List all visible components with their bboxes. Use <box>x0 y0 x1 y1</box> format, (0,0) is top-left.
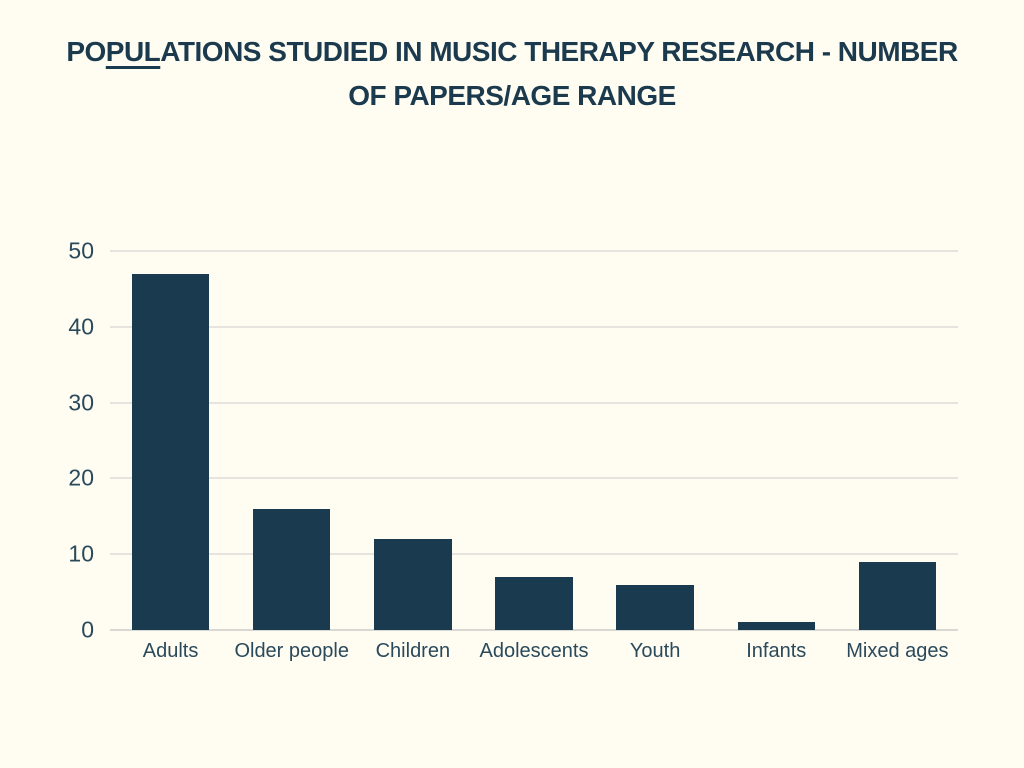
x-axis-labels: Adults Older people Children Adolescents You… <box>110 630 958 663</box>
gridline-10 <box>110 553 958 556</box>
bar-infants <box>737 622 816 630</box>
y-tick-label-40: 40 <box>68 313 94 340</box>
title-line1-pre: PO <box>66 36 106 67</box>
plot-area: 0 10 20 30 40 50 Adults Older people Children Ad… <box>68 238 958 662</box>
x-tick-label-children: Children <box>375 640 451 662</box>
bar-slot-mixed-ages <box>837 251 958 630</box>
chart-title-line1: POPULATIONS STUDIED IN MUSIC THERAPY RES… <box>0 30 1024 74</box>
bar-slot-children <box>352 251 473 630</box>
bar-children <box>374 539 452 630</box>
bar-adults <box>131 273 210 630</box>
bar-slot-infants <box>716 251 837 630</box>
bars-container <box>110 251 958 630</box>
gridline-20 <box>110 477 958 480</box>
x-tick-label-mixed-ages: Mixed ages <box>846 640 949 662</box>
bar-slot-older-people <box>231 251 352 630</box>
bar-mixed-ages <box>858 561 937 630</box>
bar-slot-youth <box>595 251 716 630</box>
title-line1-post: ATIONS STUDIED IN MUSIC THERAPY RESEARCH… <box>160 36 958 67</box>
y-tick-label-0: 0 <box>81 616 94 643</box>
y-tick-label-20: 20 <box>68 464 94 491</box>
x-tick-label-youth: Youth <box>629 640 681 662</box>
bar-slot-adolescents <box>473 251 594 630</box>
y-tick-label-10: 10 <box>68 540 94 567</box>
bar-older-people <box>252 508 331 630</box>
chart-title-line2: OF PAPERS/AGE RANGE <box>348 80 676 111</box>
x-axis-baseline <box>110 629 958 631</box>
gridline-40 <box>110 325 958 328</box>
x-tick-label-infants: Infants <box>746 640 807 662</box>
bar-slot-adults <box>110 251 231 630</box>
bar-adolescents <box>495 576 573 630</box>
y-tick-label-30: 30 <box>68 389 94 416</box>
gridline-50 <box>110 250 958 252</box>
title-line1-underlined-text: PUL <box>105 36 161 67</box>
y-tick-label-50: 50 <box>68 237 94 264</box>
bar-youth <box>616 584 694 630</box>
x-tick-label-adolescents: Adolescents <box>479 640 589 662</box>
gridline-30 <box>110 401 958 404</box>
x-tick-label-older-people: Older people <box>234 640 349 662</box>
x-tick-label-adults: Adults <box>142 640 199 662</box>
chart-title: POPULATIONS STUDIED IN MUSIC THERAPY RES… <box>0 30 1024 118</box>
